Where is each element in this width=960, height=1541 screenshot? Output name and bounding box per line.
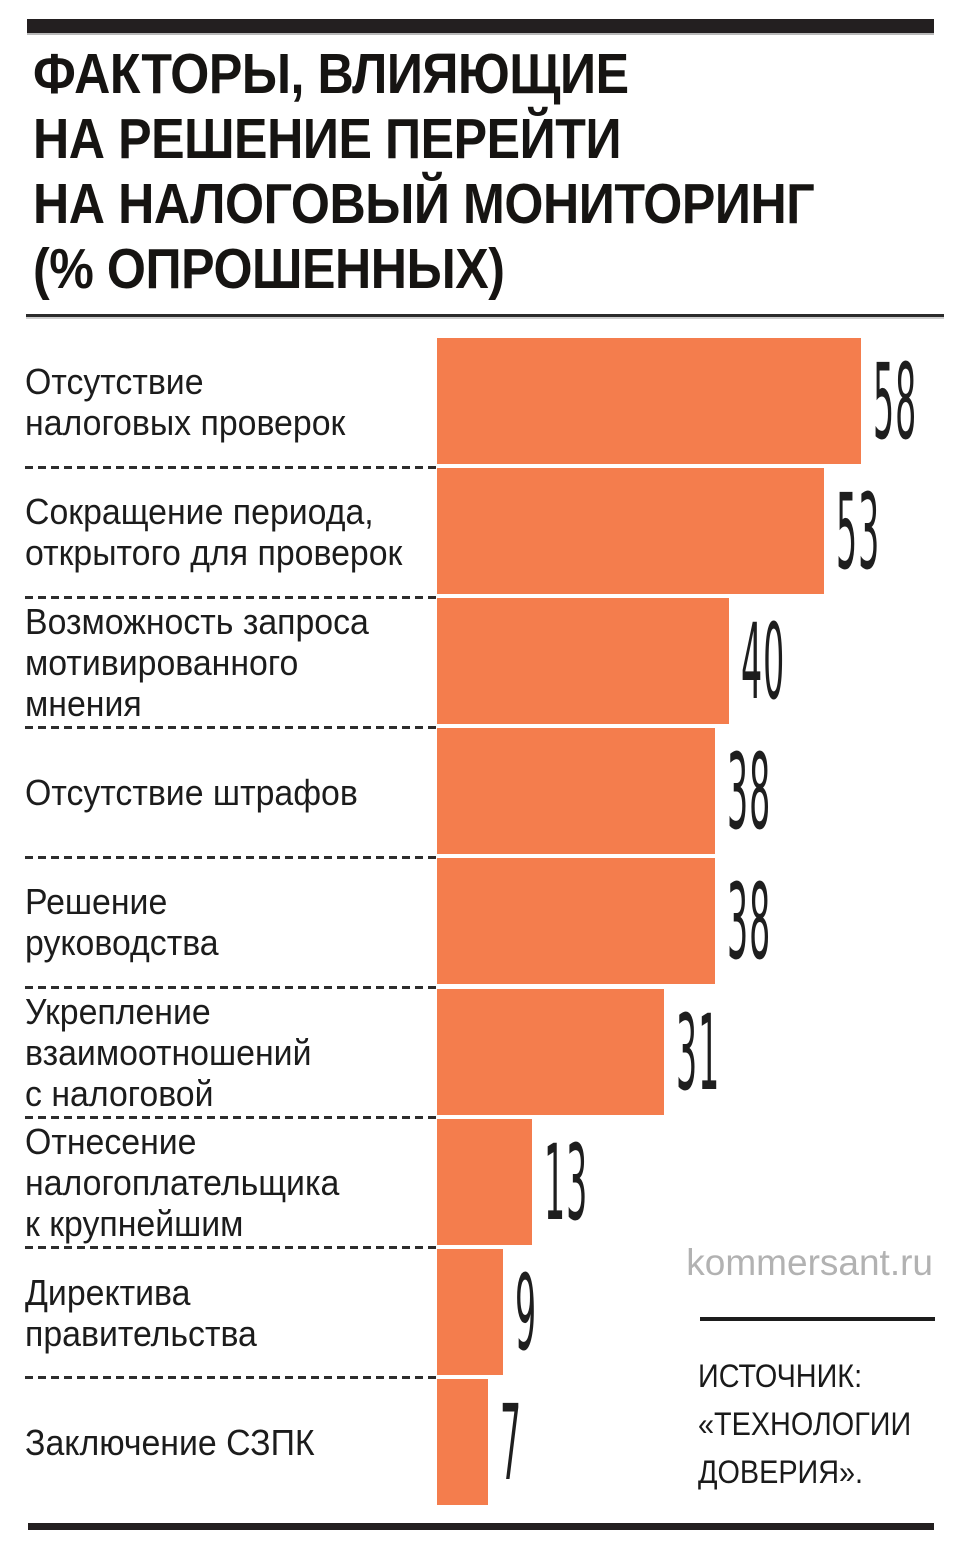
category-label-line: мнения	[25, 682, 142, 724]
category-label: Заключение СЗПК	[25, 1378, 401, 1508]
value-label-text: 53	[836, 471, 881, 594]
category-label-line: Отсутствие штрафов	[25, 771, 358, 813]
source-divider	[700, 1317, 935, 1321]
value-label: 7	[500, 1378, 569, 1508]
category-label-line: взаимоотношений	[25, 1032, 312, 1074]
category-label-line: Заключение СЗПК	[25, 1422, 315, 1464]
bar	[437, 468, 825, 595]
value-label: 40	[741, 597, 879, 727]
value-label: 9	[515, 1248, 584, 1378]
value-label-text: 58	[873, 341, 918, 464]
top-border-bar	[27, 19, 934, 33]
bar	[437, 858, 715, 985]
chart-title-line-1: ФАКТОРЫ, ВЛИЯЮЩИЕ	[33, 42, 629, 106]
bar	[437, 1378, 489, 1505]
chart-title: ФАКТОРЫ, ВЛИЯЮЩИЕ НА РЕШЕНИЕ ПЕРЕЙТИ НА …	[33, 42, 815, 302]
row-separator	[25, 855, 437, 859]
category-label-line: налоговых проверок	[25, 402, 346, 444]
category-label: Возможность запроса мотивированного мнения	[25, 597, 401, 727]
category-label-line: Отсутствие	[25, 361, 204, 403]
category-label-line: Возможность запроса	[25, 600, 369, 642]
value-label: 38	[727, 727, 865, 857]
value-label-text: 40	[741, 601, 786, 724]
category-label: Отсутствие штрафов	[25, 727, 401, 857]
chart-row: Отсутствие налоговых проверок 58	[0, 337, 960, 469]
source-note: ИСТОЧНИК: «ТЕХНОЛОГИИ ДОВЕРИЯ».	[698, 1352, 911, 1496]
chart-title-line-3: НА НАЛОГОВЫЙ МОНИТОРИНГ	[33, 172, 815, 236]
source-line-2: «ТЕХНОЛОГИИ	[698, 1406, 912, 1442]
source-line-1: ИСТОЧНИК:	[698, 1358, 863, 1394]
chart-title-line-4: (% ОПРОШЕННЫХ)	[33, 237, 505, 301]
row-separator	[25, 1376, 437, 1380]
bar	[437, 1118, 533, 1245]
row-separator	[25, 725, 437, 729]
category-label-line: Решение	[25, 881, 168, 923]
row-separator	[25, 1246, 437, 1250]
value-label: 38	[727, 857, 865, 987]
chart-row: Решение руководства 38	[0, 857, 960, 989]
value-label: 31	[676, 988, 814, 1118]
value-label: 53	[836, 467, 960, 597]
category-label-line: руководства	[25, 922, 219, 964]
category-label: Директива правительства	[25, 1248, 401, 1378]
watermark: kommersant.ru	[686, 1242, 933, 1283]
chart-row: Директива правительства 9	[0, 1248, 960, 1380]
bar	[437, 598, 730, 725]
source-line-3: ДОВЕРИЯ».	[698, 1454, 864, 1490]
bar	[437, 338, 861, 465]
title-divider	[26, 314, 944, 317]
category-label-line: Укрепление	[25, 991, 211, 1033]
category-label-line: Директива	[25, 1271, 191, 1313]
value-label-text: 38	[726, 731, 772, 854]
chart-row: Укрепление взаимоотношений с налоговой 31	[0, 988, 960, 1120]
chart-row: Возможность запроса мотивированного мнения…	[0, 597, 960, 729]
value-label-text: 38	[726, 861, 772, 984]
bar	[437, 1248, 503, 1375]
row-separator	[25, 465, 437, 469]
category-label-line: открытого для проверок	[25, 532, 403, 574]
category-label-line: к крупнейшим	[25, 1203, 244, 1245]
chart-row: Сокращение периода, открытого для проверо…	[0, 467, 960, 599]
value-label-text: 13	[544, 1121, 589, 1244]
category-label: Укрепление взаимоотношений с налоговой	[25, 988, 401, 1118]
row-separator	[25, 1116, 437, 1120]
bottom-border-bar	[28, 1523, 934, 1530]
bar	[437, 988, 664, 1115]
category-label: Отнесение налогоплательщика к крупнейшим	[25, 1118, 401, 1248]
value-label: 13	[544, 1118, 682, 1248]
category-label-line: налогоплательщика	[25, 1162, 340, 1204]
category-label-line: с налоговой	[25, 1073, 214, 1115]
value-label-text: 7	[500, 1381, 523, 1504]
category-label: Решение руководства	[25, 857, 401, 987]
value-label-text: 31	[675, 991, 720, 1114]
chart-row: Заключение СЗПК 7	[0, 1378, 960, 1508]
category-label-line: Отнесение	[25, 1121, 197, 1163]
chart-title-line-2: НА РЕШЕНИЕ ПЕРЕЙТИ	[33, 107, 622, 171]
category-label-line: мотивированного	[25, 641, 299, 683]
chart-row: Отсутствие штрафов 38	[0, 727, 960, 859]
bar	[437, 728, 715, 855]
chart-row: Отнесение налогоплательщика к крупнейшим 13	[0, 1118, 960, 1250]
value-label-text: 9	[514, 1251, 537, 1374]
category-label-line: правительства	[25, 1312, 257, 1354]
category-label: Сокращение периода, открытого для проверо…	[25, 467, 403, 597]
row-separator	[25, 595, 437, 599]
category-label-line: Сокращение периода,	[25, 491, 374, 533]
row-separator	[25, 985, 437, 989]
value-label: 58	[873, 337, 960, 467]
category-label: Отсутствие налоговых проверок	[25, 337, 401, 467]
